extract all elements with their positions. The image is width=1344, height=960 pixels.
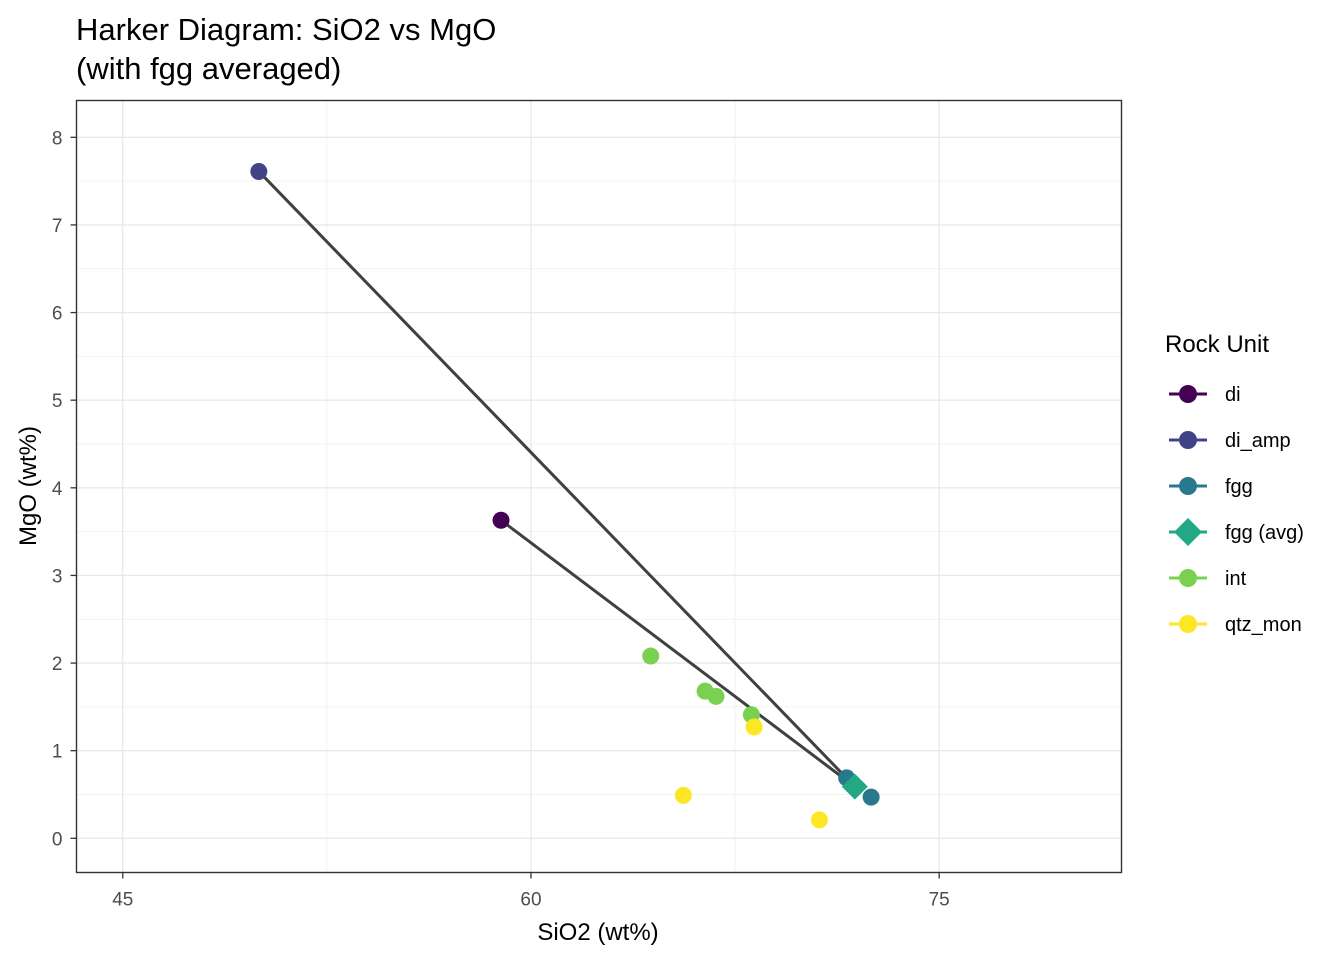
chart-subtitle: (with fgg averaged) <box>76 51 341 86</box>
y-tick-label: 7 <box>52 216 63 237</box>
point-fgg <box>862 788 880 806</box>
data-points <box>250 162 880 829</box>
y-tick-label: 1 <box>52 742 63 763</box>
y-axis-title: MgO (wt%) <box>15 426 42 546</box>
point-qtz-mon <box>745 718 763 736</box>
plot-panel <box>76 100 1122 873</box>
y-tick-label: 4 <box>52 479 63 500</box>
x-tick-label: 45 <box>112 890 133 911</box>
legend-key-qtz-mon <box>1179 615 1197 633</box>
y-tick-label: 5 <box>52 391 63 412</box>
point-di <box>492 511 510 529</box>
x-tick-label: 60 <box>520 890 541 911</box>
point-qtz-mon <box>674 786 692 804</box>
grid-lines <box>76 100 1122 873</box>
legend-label-di: di <box>1225 384 1241 406</box>
plot-border <box>75 99 1123 874</box>
legend-label-int: int <box>1225 568 1247 590</box>
y-tick-label: 8 <box>52 128 63 149</box>
legend-key-fgg <box>1179 477 1197 495</box>
point-int <box>707 687 725 705</box>
legend-label-qtz-mon: qtz_mon <box>1225 614 1302 636</box>
y-tick-label: 3 <box>52 566 63 587</box>
legend-key-di-amp <box>1179 431 1197 449</box>
legend-label-fgg: fgg <box>1225 476 1253 498</box>
legend-key-int <box>1179 569 1197 587</box>
tie-lines <box>257 170 856 788</box>
legend-key-fgg-avg <box>1174 518 1202 546</box>
tie-line <box>500 519 856 788</box>
point-int <box>642 647 660 665</box>
point-fgg-avg <box>841 773 868 800</box>
point-di-amp <box>250 162 268 180</box>
y-tick-label: 0 <box>52 829 63 850</box>
legend-key-di <box>1179 385 1197 403</box>
legend-label-fgg-avg: fgg (avg) <box>1225 522 1304 544</box>
tie-line <box>257 170 856 788</box>
y-tick-label: 6 <box>52 304 63 325</box>
point-qtz-mon <box>810 811 828 829</box>
legend-label-di-amp: di_amp <box>1225 430 1291 452</box>
legend-title: Rock Unit <box>1165 331 1269 358</box>
x-axis-title: SiO2 (wt%) <box>537 919 658 946</box>
y-tick-label: 2 <box>52 654 63 675</box>
chart-title: Harker Diagram: SiO2 vs MgO <box>76 12 496 47</box>
x-tick-label: 75 <box>929 890 950 911</box>
